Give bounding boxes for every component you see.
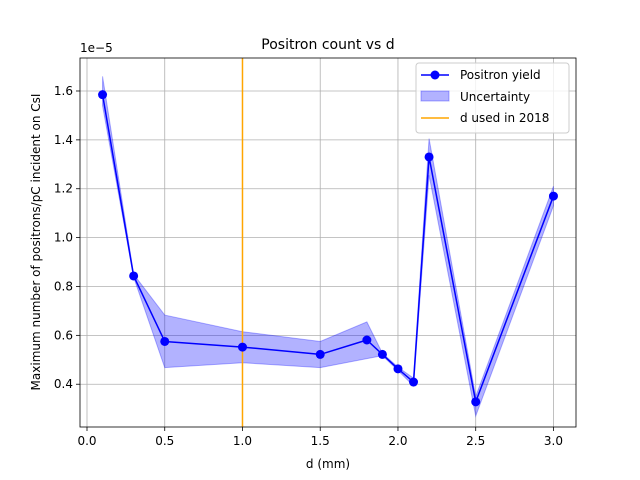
x-tick-label: 0.5 [155, 434, 174, 448]
positron-yield-point [237, 342, 247, 352]
y-axis-ticks: 0.4 0.6 0.8 1.0 1.2 1.4 1.6 [54, 84, 80, 391]
plot-frame [79, 57, 577, 428]
positron-yield-point [409, 377, 419, 387]
legend: Positron yield Uncertainty d used in 201… [415, 62, 570, 134]
x-tick-label: 2.5 [466, 434, 485, 448]
y-tick-label: 1.4 [54, 133, 73, 147]
legend-uncertainty-label: Uncertainty [460, 90, 530, 104]
positron-yield-point [377, 349, 387, 359]
positron-yield-point [160, 336, 170, 346]
x-axis-label: d (mm) [306, 457, 350, 471]
x-tick-label: 3.0 [544, 434, 563, 448]
positron-yield-point [471, 397, 481, 407]
legend-box [415, 62, 570, 134]
x-tick-label: 2.0 [388, 434, 407, 448]
y-tick-label: 0.8 [54, 279, 73, 293]
x-tick-label: 1.5 [311, 434, 330, 448]
y-tick-label: 0.6 [54, 328, 73, 342]
legend-yield-label: Positron yield [460, 68, 541, 82]
chart-title: Positron count vs d [261, 37, 394, 53]
legend-yield-swatch-marker [430, 70, 440, 80]
x-tick-label: 1.0 [233, 434, 252, 448]
positron-yield-point [393, 364, 403, 374]
y-tick-label: 1.2 [54, 182, 73, 196]
y-offset-label: 1e−5 [80, 41, 113, 55]
positron-yield-point [548, 191, 558, 201]
positron-yield-point [315, 349, 325, 359]
y-tick-label: 1.0 [54, 231, 73, 245]
positron-yield-line [101, 94, 555, 403]
positron-yield-point [129, 271, 139, 281]
y-tick-label: 1.6 [54, 84, 73, 98]
x-axis-ticks: 0.0 0.5 1.0 1.5 2.0 2.5 3.0 [77, 427, 563, 448]
y-tick-label: 0.4 [54, 377, 73, 391]
positron-yield-markers [98, 90, 558, 407]
positron-yield-line-layer [101, 94, 555, 403]
legend-reference-label: d used in 2018 [460, 111, 549, 125]
legend-uncertainty-swatch [420, 90, 450, 102]
positron-yield-point [98, 90, 108, 100]
positron-yield-point [424, 152, 434, 162]
positron-yield-point [362, 335, 372, 345]
y-axis-label: Maximum number of positrons/pC incident … [29, 94, 43, 391]
x-tick-label: 0.0 [77, 434, 96, 448]
